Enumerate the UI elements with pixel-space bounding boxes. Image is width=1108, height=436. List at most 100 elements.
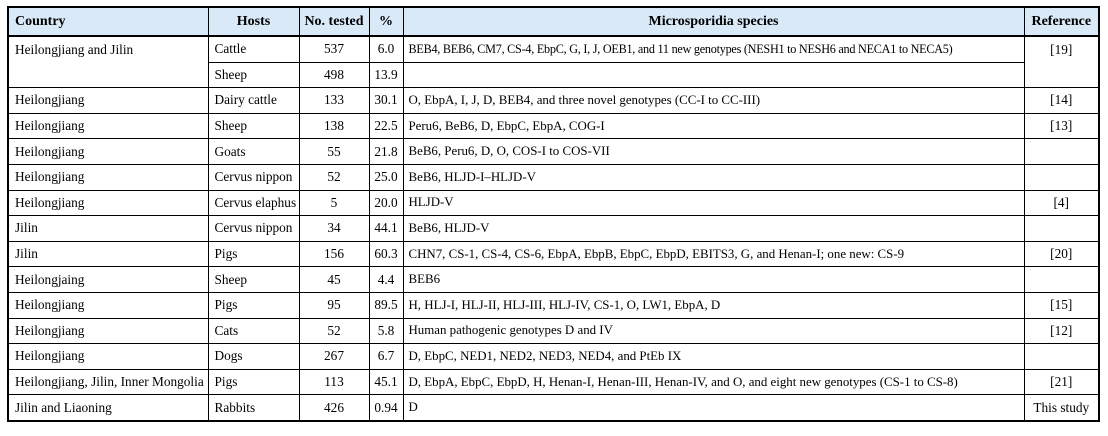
cell-species: BeB6, HLJD-I–HLJD-V [402, 163, 1025, 191]
cell-percent: 20.0 [368, 189, 404, 217]
cell-country: Jilin [7, 215, 209, 242]
cell-species: BeB6, HLJD-V [402, 215, 1025, 242]
cell-reference [1023, 343, 1100, 370]
cell-host: Dairy cattle [207, 87, 300, 114]
cell-reference: [4] [1023, 189, 1100, 217]
cell-country: Heilongjiang [7, 189, 209, 217]
cell-reference: [13] [1023, 112, 1100, 140]
cell-no-tested: 138 [298, 112, 370, 140]
cell-species: CHN7, CS-1, CS-4, CS-6, EbpA, EbpB, EbpC… [402, 240, 1025, 268]
cell-no-tested: 133 [298, 87, 370, 114]
table-row: Heilongjiang Pigs 95 89.5 H, HLJ-I, HLJ-… [7, 291, 1100, 319]
cell-reference: [12] [1023, 317, 1100, 345]
cell-species [402, 61, 1025, 89]
cell-reference [1023, 138, 1100, 165]
cell-no-tested: 5 [298, 189, 370, 217]
cell-species: BEB4, BEB6, CM7, CS-4, EbpC, G, I, J, OE… [402, 35, 1025, 63]
cell-species: D, EbpA, EbpC, EbpD, H, Henan-I, Henan-I… [402, 368, 1025, 396]
col-header-reference: Reference [1023, 6, 1100, 37]
cell-reference: This study [1023, 394, 1100, 422]
cell-percent: 6.7 [368, 343, 404, 370]
cell-no-tested: 113 [298, 368, 370, 396]
cell-percent: 22.5 [368, 112, 404, 140]
table-row: Jilin Cervus nippon 34 44.1 BeB6, HLJD-V [7, 215, 1100, 242]
cell-percent: 45.1 [368, 368, 404, 396]
col-header-percent: % [368, 6, 404, 37]
cell-country: Heilongjiang [7, 163, 209, 191]
cell-no-tested: 34 [298, 215, 370, 242]
cell-host: Cattle [207, 35, 300, 63]
cell-country: Heilongjiang [7, 343, 209, 370]
table-row: Heilongjiang Dairy cattle 133 30.1 O, Eb… [7, 87, 1100, 114]
cell-no-tested: 52 [298, 163, 370, 191]
table-row: Heilongjiang Goats 55 21.8 BeB6, Peru6, … [7, 138, 1100, 165]
cell-percent: 6.0 [368, 35, 404, 63]
cell-species: Peru6, BeB6, D, EbpC, EbpA, COG-I [402, 112, 1025, 140]
cell-no-tested: 267 [298, 343, 370, 370]
cell-percent: 0.94 [368, 394, 404, 422]
cell-host: Pigs [207, 240, 300, 268]
cell-species: Human pathogenic genotypes D and IV [402, 317, 1025, 345]
cell-host: Sheep [207, 112, 300, 140]
cell-country: Heilongjiang [7, 317, 209, 345]
table-row: Heilongjiang Cats 52 5.8 Human pathogeni… [7, 317, 1100, 345]
table-header: Country Hosts No. tested % Microsporidia… [7, 6, 1100, 37]
cell-percent: 13.9 [368, 61, 404, 89]
cell-no-tested: 156 [298, 240, 370, 268]
cell-host: Sheep [207, 266, 300, 293]
cell-country: Jilin and Liaoning [7, 394, 209, 422]
cell-host: Pigs [207, 291, 300, 319]
cell-no-tested: 537 [298, 35, 370, 63]
cell-reference [1023, 163, 1100, 191]
cell-reference [1023, 215, 1100, 242]
col-header-hosts: Hosts [207, 6, 300, 37]
table-row: Heilongjiang, Jilin, Inner Mongolia Pigs… [7, 368, 1100, 396]
cell-percent: 44.1 [368, 215, 404, 242]
cell-country: Heilongjaing [7, 266, 209, 293]
microsporidia-prevalence-table: Country Hosts No. tested % Microsporidia… [7, 6, 1100, 422]
cell-species: D, EbpC, NED1, NED2, NED3, NED4, and PtE… [402, 343, 1025, 370]
cell-country: Heilongjiang [7, 291, 209, 319]
cell-host: Rabbits [207, 394, 300, 422]
cell-reference: [14] [1023, 87, 1100, 114]
cell-percent: 5.8 [368, 317, 404, 345]
cell-no-tested: 52 [298, 317, 370, 345]
cell-no-tested: 45 [298, 266, 370, 293]
cell-no-tested: 498 [298, 61, 370, 89]
table-row: Sheep 498 13.9 [8, 61, 1099, 89]
table-row: Heilongjiang Sheep 138 22.5 Peru6, BeB6,… [7, 112, 1100, 140]
cell-species: BEB6 [402, 266, 1025, 293]
table-row: Heilongjiang and Jilin Cattle 537 6.0 BE… [7, 35, 1100, 89]
cell-reference: [19] [1023, 35, 1100, 89]
cell-species: D [402, 394, 1025, 422]
col-header-country: Country [7, 6, 209, 37]
col-header-species: Microsporidia species [402, 6, 1025, 37]
cell-host: Cats [207, 317, 300, 345]
header-row: Country Hosts No. tested % Microsporidia… [7, 6, 1100, 37]
cell-percent: 60.3 [368, 240, 404, 268]
cell-no-tested: 95 [298, 291, 370, 319]
cell-species: O, EbpA, I, J, D, BEB4, and three novel … [402, 87, 1025, 114]
table-body: Heilongjiang and Jilin Cattle 537 6.0 BE… [7, 35, 1100, 422]
table-row: Jilin and Liaoning Rabbits 426 0.94 D Th… [7, 394, 1100, 422]
cell-reference: [21] [1023, 368, 1100, 396]
cell-country: Heilongjiang [7, 138, 209, 165]
cell-host: Cervus nippon [207, 215, 300, 242]
cell-species: BeB6, Peru6, D, O, COS-I to COS-VII [402, 138, 1025, 165]
cell-no-tested: 55 [298, 138, 370, 165]
cell-percent: 89.5 [368, 291, 404, 319]
cell-country: Heilongjiang [7, 112, 209, 140]
cell-species: H, HLJ-I, HLJ-II, HLJ-III, HLJ-IV, CS-1,… [402, 291, 1025, 319]
cell-host: Cervus elaphus [207, 189, 300, 217]
table-row: Jilin Pigs 156 60.3 CHN7, CS-1, CS-4, CS… [7, 240, 1100, 268]
cell-percent: 25.0 [368, 163, 404, 191]
cell-percent: 21.8 [368, 138, 404, 165]
cell-reference: [20] [1023, 240, 1100, 268]
table-row: Heilongjiang Cervus nippon 52 25.0 BeB6,… [7, 163, 1100, 191]
cell-host: Cervus nippon [207, 163, 300, 191]
cell-host: Goats [207, 138, 300, 165]
table-row: Heilongjiang Dogs 267 6.7 D, EbpC, NED1,… [7, 343, 1100, 370]
table-row: Heilongjiang Cervus elaphus 5 20.0 HLJD-… [7, 189, 1100, 217]
cell-reference [1023, 266, 1100, 293]
